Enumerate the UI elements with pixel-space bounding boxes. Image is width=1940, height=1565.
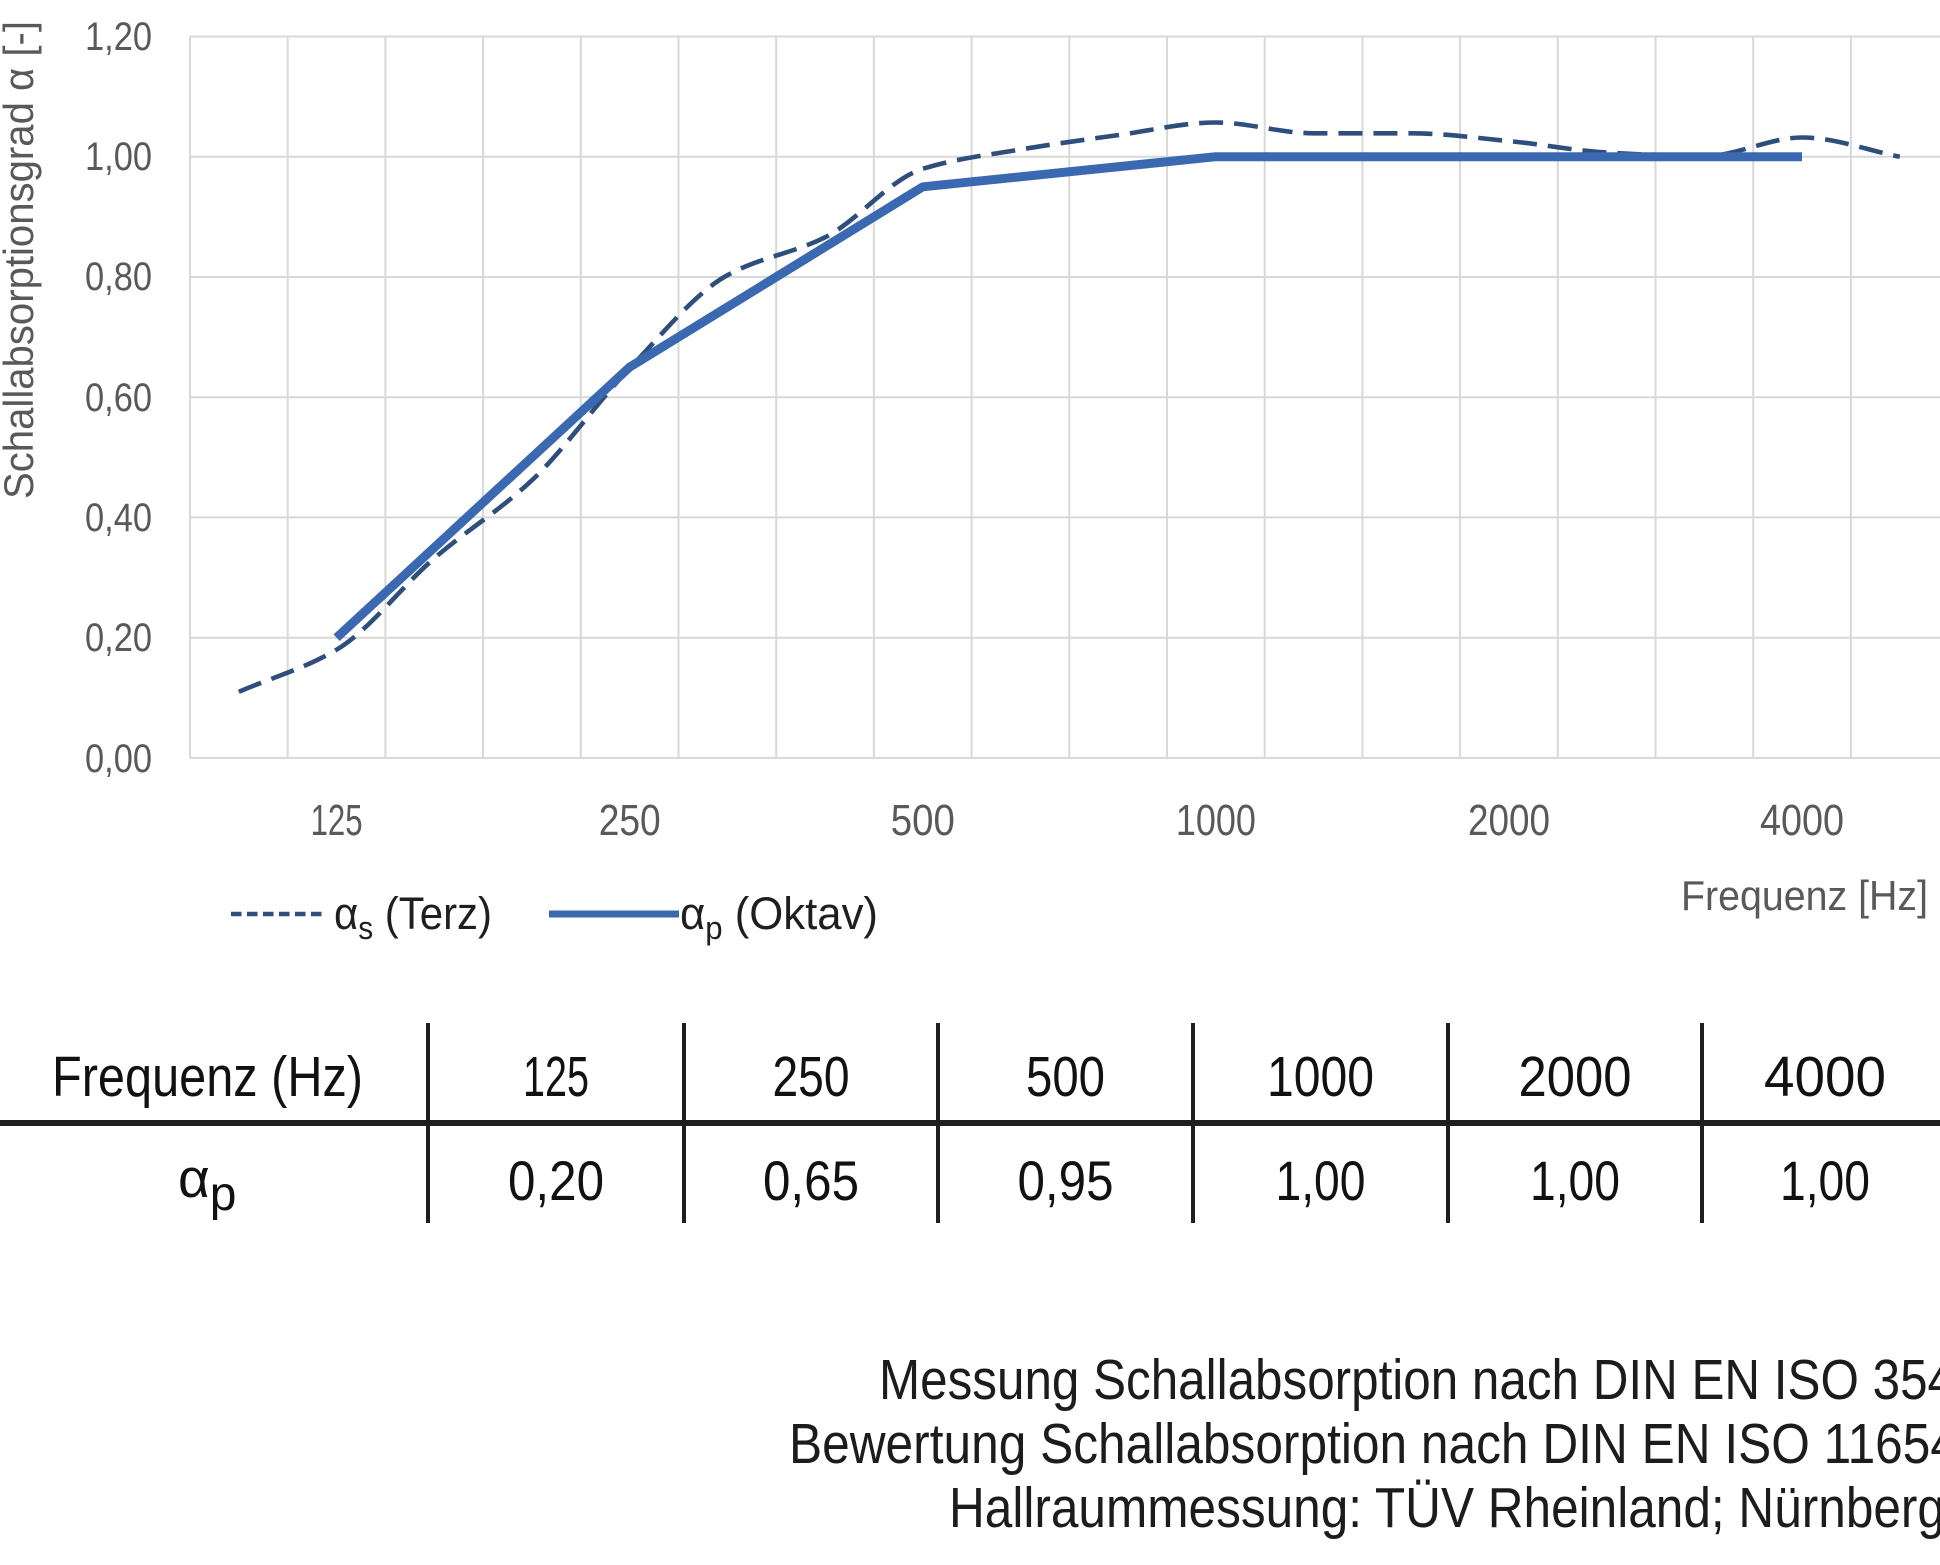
svg-text:1000: 1000 bbox=[1176, 796, 1256, 845]
svg-text:2000: 2000 bbox=[1519, 1045, 1632, 1109]
svg-text:0,40: 0,40 bbox=[85, 496, 152, 540]
svg-text:0,80: 0,80 bbox=[85, 255, 152, 299]
svg-text:125: 125 bbox=[311, 796, 363, 845]
svg-text:500: 500 bbox=[891, 796, 955, 845]
svg-text:4000: 4000 bbox=[1764, 1045, 1886, 1109]
svg-text:Bewertung Schallabsorption nac: Bewertung Schallabsorption nach DIN EN I… bbox=[789, 1412, 1940, 1476]
svg-text:1,20: 1,20 bbox=[85, 15, 152, 59]
svg-text:αs (Terz): αs (Terz) bbox=[334, 888, 492, 946]
svg-text:1000: 1000 bbox=[1267, 1045, 1374, 1109]
svg-text:1,00: 1,00 bbox=[1530, 1149, 1620, 1212]
svg-text:0,20: 0,20 bbox=[508, 1149, 604, 1212]
svg-text:125: 125 bbox=[523, 1045, 589, 1109]
svg-text:2000: 2000 bbox=[1468, 796, 1550, 845]
svg-text:250: 250 bbox=[599, 796, 661, 845]
svg-text:4000: 4000 bbox=[1760, 796, 1844, 845]
svg-text:Frequenz (Hz): Frequenz (Hz) bbox=[52, 1045, 363, 1109]
svg-text:0,60: 0,60 bbox=[85, 376, 152, 420]
svg-text:250: 250 bbox=[773, 1045, 850, 1109]
svg-text:1,00: 1,00 bbox=[1780, 1149, 1870, 1212]
svg-text:Schallabsorptionsgrad α [-]: Schallabsorptionsgrad α [-] bbox=[0, 21, 42, 499]
svg-text:1,00: 1,00 bbox=[1276, 1149, 1366, 1212]
svg-text:0,20: 0,20 bbox=[85, 616, 152, 660]
svg-text:500: 500 bbox=[1026, 1045, 1105, 1109]
svg-text:0,00: 0,00 bbox=[85, 737, 152, 781]
svg-text:0,65: 0,65 bbox=[763, 1149, 859, 1212]
svg-text:Frequenz [Hz]: Frequenz [Hz] bbox=[1681, 872, 1928, 919]
svg-text:Messung Schallabsorption nach: Messung Schallabsorption nach DIN EN ISO… bbox=[879, 1348, 1940, 1412]
svg-text:0,95: 0,95 bbox=[1018, 1149, 1114, 1212]
svg-text:Hallraummessung: TÜV Rheinland: Hallraummessung: TÜV Rheinland; Nürnberg bbox=[949, 1476, 1940, 1540]
svg-text:1,00: 1,00 bbox=[85, 135, 152, 179]
